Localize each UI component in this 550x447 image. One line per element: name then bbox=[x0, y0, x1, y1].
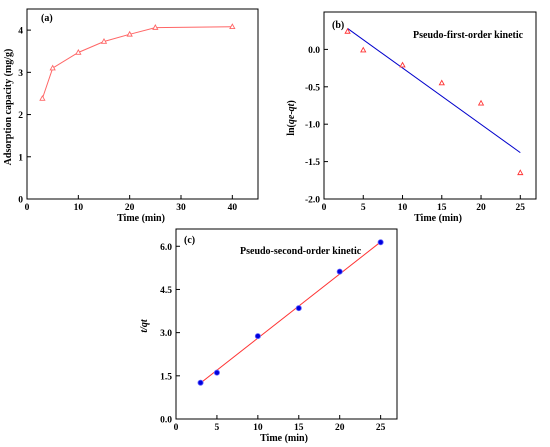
panel-b-ytick-label: -1.0 bbox=[305, 121, 320, 131]
panel-a-xtick-label: 10 bbox=[74, 203, 84, 213]
panel-b-data-point bbox=[517, 169, 524, 176]
panel-b-frame bbox=[323, 11, 537, 200]
panel-c-fit-line bbox=[200, 241, 381, 384]
panel-c-xtick-label: 25 bbox=[376, 423, 386, 433]
panel-a-xtick-label: 20 bbox=[125, 203, 135, 213]
panel-b: (b) Pseudo-first-order kinetic Time (min… bbox=[286, 11, 537, 224]
panel-c-xtick-label: 15 bbox=[294, 423, 304, 433]
panel-c-ylabel: t/qt bbox=[139, 318, 150, 333]
panel-b-data-point bbox=[477, 99, 485, 106]
panel-a-ytick-label: 1 bbox=[18, 153, 23, 163]
panel-c-data-point bbox=[254, 333, 261, 340]
panel-c-frame bbox=[175, 228, 398, 420]
panel-b-ylabel: ln(qe-qt) bbox=[286, 100, 297, 136]
panel-c-ytick-label: 0.0 bbox=[160, 416, 172, 426]
panel-a-data-point bbox=[100, 37, 108, 44]
panel-c-xtick-label: 10 bbox=[253, 423, 263, 433]
panel-a-xtick-label: 30 bbox=[176, 203, 186, 213]
panel-b-xlabel: Time (min) bbox=[414, 213, 462, 224]
panel-a-data-point bbox=[152, 24, 159, 30]
panel-b-xtick-label: 15 bbox=[437, 203, 447, 213]
panel-a-ylabel: Adsorption capacity (mg/g) bbox=[3, 49, 14, 166]
panel-c-data-point bbox=[213, 369, 220, 376]
panel-b-tag: (b) bbox=[332, 20, 344, 31]
panel-a-data-point bbox=[49, 64, 56, 71]
panel-a-ytick-label: 3 bbox=[18, 69, 23, 79]
panel-c-xtick-label: 20 bbox=[335, 423, 345, 433]
panel-c-data-point bbox=[377, 239, 384, 246]
panel-b-data-point bbox=[344, 27, 351, 34]
panel-c-tag: (c) bbox=[184, 235, 195, 246]
panel-b-fit-line bbox=[347, 28, 521, 154]
panel-c-ytick-label: 4.5 bbox=[160, 286, 172, 296]
panel-a-xtick-label: 40 bbox=[228, 203, 238, 213]
panel-b-xtick-label: 10 bbox=[398, 203, 408, 213]
panel-a-data-point bbox=[75, 48, 82, 55]
panel-a-xtick-label: 0 bbox=[25, 203, 30, 213]
panel-a-ytick-label: 0 bbox=[18, 196, 23, 206]
panel-b-data-point bbox=[399, 61, 406, 68]
panel-c-data-point bbox=[336, 268, 343, 275]
panel-b-xtick-label: 25 bbox=[516, 203, 526, 213]
panel-b-xtick-label: 20 bbox=[476, 203, 486, 213]
panel-a-tag: (a) bbox=[41, 13, 53, 24]
panel-c: (c) Pseudo-second-order kinetic Time (mi… bbox=[139, 228, 398, 444]
panel-c-xlabel: Time (min) bbox=[260, 433, 308, 444]
panel-b-ytick-label: -0.5 bbox=[305, 83, 320, 93]
panel-c-data-point bbox=[295, 305, 302, 312]
panel-c-ytick-label: 3.0 bbox=[160, 329, 172, 339]
panel-c-data-point bbox=[197, 379, 204, 386]
panel-b-ytick-label: 0.0 bbox=[308, 46, 320, 56]
panel-b-data-point bbox=[360, 46, 367, 53]
panel-b-xtick-label: 0 bbox=[322, 203, 327, 213]
panel-b-ytick-label: -2.0 bbox=[305, 196, 320, 206]
panel-b-data-point bbox=[438, 79, 445, 86]
panel-a-data-point bbox=[39, 94, 46, 101]
panel-a-data-point bbox=[229, 23, 236, 29]
panel-a-ytick-label: 2 bbox=[18, 111, 23, 121]
panel-a-data-point bbox=[126, 30, 133, 37]
panel-c-ytick-label: 1.5 bbox=[160, 372, 172, 382]
panel-a-xlabel: Time (min) bbox=[117, 213, 165, 224]
panel-b-title: Pseudo-first-order kinetic bbox=[413, 30, 524, 41]
panel-c-xtick-label: 0 bbox=[174, 423, 179, 433]
panel-c-title: Pseudo-second-order kinetic bbox=[240, 246, 362, 257]
panel-b-xtick-label: 5 bbox=[361, 203, 366, 213]
panel-a-frame bbox=[26, 8, 259, 200]
panel-c-ytick-label: 6.0 bbox=[160, 243, 172, 253]
panel-a: (a) Time (min) Adsorption capacity (mg/g… bbox=[3, 8, 259, 224]
panel-a-ytick-label: 4 bbox=[18, 27, 23, 37]
panel-c-xtick-label: 5 bbox=[215, 423, 220, 433]
panel-b-ytick-label: -1.5 bbox=[305, 158, 320, 168]
panel-a-series-line bbox=[41, 26, 233, 99]
